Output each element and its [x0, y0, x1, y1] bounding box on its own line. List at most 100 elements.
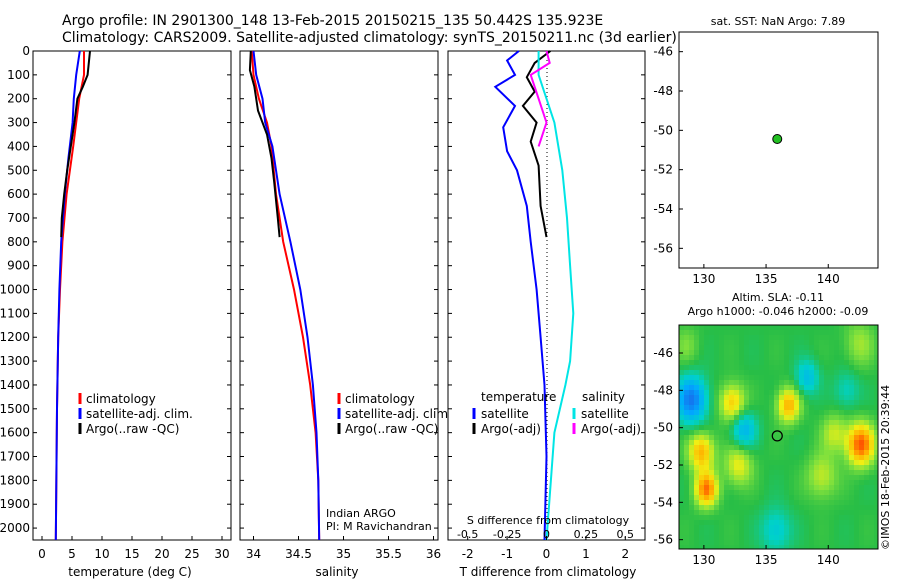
sla-cell	[869, 485, 874, 490]
sla-cell	[859, 505, 864, 510]
sla-cell	[819, 360, 824, 365]
sla-cell	[854, 380, 859, 385]
sla-cell	[829, 520, 834, 525]
sla-cell	[799, 440, 804, 445]
sla-cell	[834, 365, 839, 370]
sla-cell	[749, 365, 754, 370]
sla-cell	[789, 380, 794, 385]
sla-cell	[789, 490, 794, 495]
sla-cell	[764, 505, 769, 510]
sla-cell	[749, 505, 754, 510]
sla-cell	[699, 425, 704, 430]
sla-cell	[729, 380, 734, 385]
sla-cell	[764, 360, 769, 365]
sla-cell	[684, 345, 689, 350]
sla-cell	[849, 355, 854, 360]
sla-cell	[684, 425, 689, 430]
sla-cell	[734, 335, 739, 340]
sla-cell	[739, 405, 744, 410]
sla-cell	[759, 425, 764, 430]
salinity-xlabel: salinity	[315, 565, 358, 579]
sla-cell	[704, 485, 709, 490]
sla-cell	[849, 500, 854, 505]
sla-cell	[804, 345, 809, 350]
sla-cell	[819, 455, 824, 460]
sla-cell	[869, 350, 874, 355]
sla-cell	[729, 490, 734, 495]
sla-cell	[854, 445, 859, 450]
sla-cell	[824, 325, 829, 330]
sla-cell	[854, 530, 859, 535]
sla-xtick-label: 135	[755, 553, 778, 567]
sla-cell	[869, 525, 874, 530]
sla-cell	[759, 340, 764, 345]
sla-cell	[874, 445, 878, 450]
sla-cell	[809, 415, 814, 420]
sla-cell	[699, 390, 704, 395]
sla-cell	[859, 525, 864, 530]
sla-cell	[869, 475, 874, 480]
sla-cell	[864, 445, 869, 450]
sla-cell	[784, 450, 789, 455]
sla-cell	[829, 425, 834, 430]
sla-cell	[819, 540, 824, 545]
sla-cell	[769, 380, 774, 385]
sla-cell	[814, 540, 819, 545]
sla-cell	[819, 380, 824, 385]
sla-cell	[839, 440, 844, 445]
sla-cell	[784, 505, 789, 510]
sla-cell	[834, 520, 839, 525]
sla-cell	[759, 490, 764, 495]
sla-cell	[834, 415, 839, 420]
sla-cell	[829, 420, 834, 425]
sla-cell	[699, 365, 704, 370]
sla-cell	[869, 325, 874, 330]
sla-cell	[724, 410, 729, 415]
sla-cell	[849, 475, 854, 480]
sla-cell	[764, 395, 769, 400]
sla-cell	[869, 460, 874, 465]
t-difference-label: T difference from climatology	[459, 565, 637, 579]
sla-cell	[769, 365, 774, 370]
sla-cell	[869, 335, 874, 340]
sla-cell	[734, 355, 739, 360]
sla-cell	[839, 385, 844, 390]
temperature-ytick-label: 1700	[0, 450, 30, 464]
sla-cell	[864, 525, 869, 530]
legend-title-salinity: salinity	[582, 390, 625, 404]
sla-cell	[744, 350, 749, 355]
sla-cell	[824, 530, 829, 535]
sla-cell	[854, 360, 859, 365]
sla-cell	[789, 515, 794, 520]
sla-cell	[874, 460, 878, 465]
sla-cell	[809, 510, 814, 515]
sla-cell	[774, 460, 779, 465]
sla-cell	[714, 510, 719, 515]
sla-cell	[714, 460, 719, 465]
sla-cell	[864, 355, 869, 360]
sla-cell	[774, 535, 779, 540]
sla-cell	[779, 535, 784, 540]
sla-cell	[824, 365, 829, 370]
sla-cell	[864, 500, 869, 505]
sla-cell	[704, 415, 709, 420]
sla-cell	[689, 325, 694, 330]
temperature-ytick-label: 900	[7, 259, 30, 273]
sla-cell	[814, 440, 819, 445]
sla-cell	[854, 525, 859, 530]
sla-cell	[839, 490, 844, 495]
sla-cell	[759, 500, 764, 505]
sla-cell	[799, 395, 804, 400]
sla-cell	[679, 415, 684, 420]
sla-cell	[734, 450, 739, 455]
sla-cell	[774, 395, 779, 400]
sla-cell	[749, 435, 754, 440]
sla-cell	[719, 365, 724, 370]
sla-cell	[719, 420, 724, 425]
sla-cell	[684, 460, 689, 465]
sla-cell	[824, 450, 829, 455]
sla-cell	[764, 365, 769, 370]
sla-cell	[859, 440, 864, 445]
sla-cell	[724, 405, 729, 410]
sla-cell	[834, 350, 839, 355]
